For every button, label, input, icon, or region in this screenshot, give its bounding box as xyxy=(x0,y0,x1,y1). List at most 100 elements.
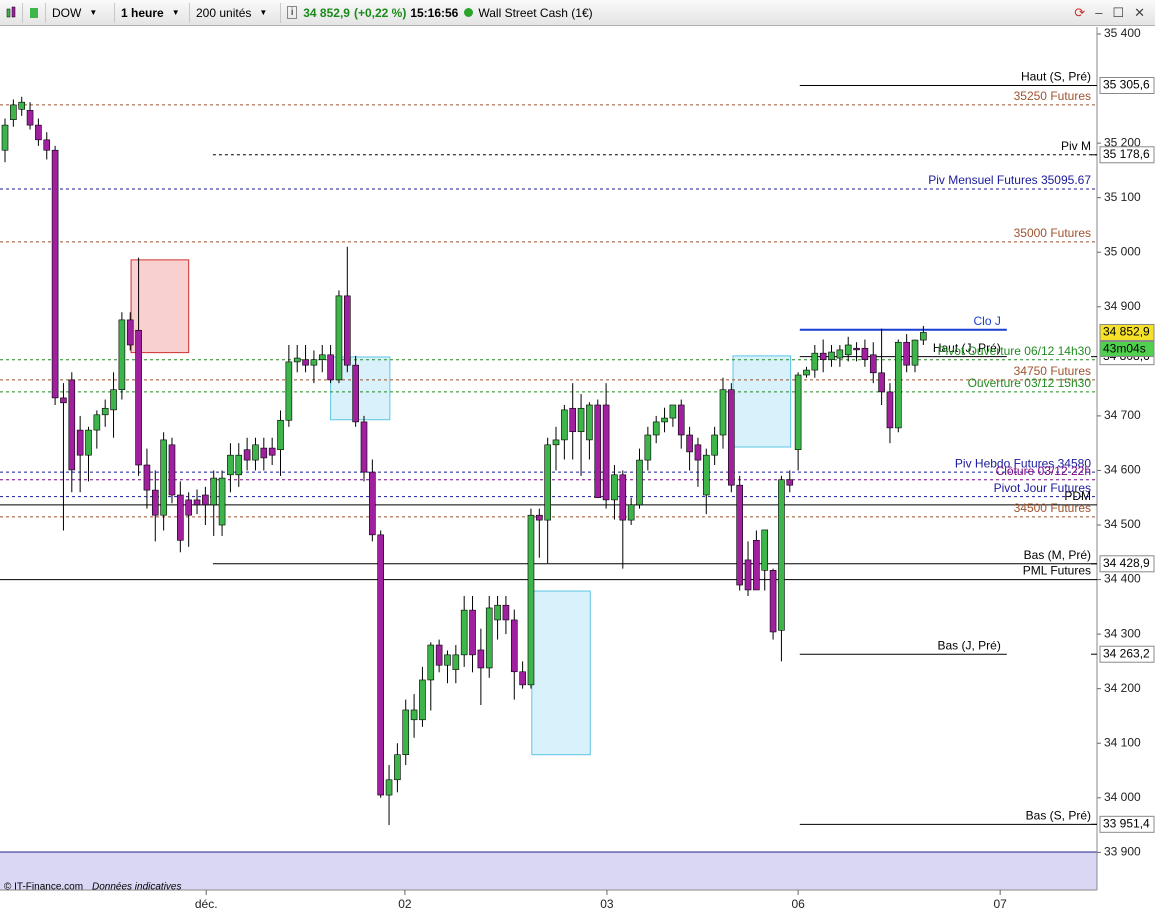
time: 15:16:56 xyxy=(410,5,459,20)
candle-body xyxy=(728,389,735,486)
candle-body xyxy=(85,429,92,456)
candle-body xyxy=(260,447,268,459)
footer-band xyxy=(0,852,1097,890)
candle-body xyxy=(853,347,860,351)
candle-body xyxy=(177,494,184,541)
chart-type-icon[interactable] xyxy=(0,2,23,23)
candle-body xyxy=(636,459,643,506)
candle-body xyxy=(93,414,101,431)
candle-body xyxy=(360,421,368,473)
candle-body xyxy=(218,477,226,526)
candle-body xyxy=(343,295,351,366)
candle-body xyxy=(903,341,910,366)
candle-body xyxy=(477,649,485,669)
candle-body xyxy=(327,354,334,381)
units: 200 unités xyxy=(196,5,252,20)
y-tick-label: 34 400 xyxy=(1104,572,1141,586)
period-select[interactable]: 1 heure ▼ xyxy=(115,2,190,23)
candle-body xyxy=(828,351,835,361)
candle-body xyxy=(235,454,243,476)
level-tag: 35 305,6 xyxy=(1103,78,1150,92)
candle-body xyxy=(35,124,42,141)
candle-body xyxy=(101,407,109,416)
candle-body xyxy=(861,347,869,361)
candle-body xyxy=(602,404,610,501)
y-tick-label: 34 700 xyxy=(1104,408,1141,422)
candle-body xyxy=(895,341,902,429)
refresh-button[interactable]: ⟳ xyxy=(1074,4,1086,20)
candle-body xyxy=(769,569,777,633)
candle-body xyxy=(711,434,718,456)
level-tag-box xyxy=(1099,555,1155,573)
candle-body xyxy=(619,474,627,521)
candle-body xyxy=(1,124,9,151)
candle-body xyxy=(803,369,810,376)
level-label: 34500 Futures xyxy=(1014,501,1091,515)
y-tick-label: 34 000 xyxy=(1104,790,1141,804)
candle-body xyxy=(51,149,59,399)
candle-body xyxy=(435,644,443,666)
candle-body xyxy=(485,607,493,669)
candle-body xyxy=(185,499,192,516)
y-tick-label: 34 100 xyxy=(1104,735,1141,749)
candle-body xyxy=(410,709,418,721)
units-select[interactable]: 200 unités ▼ xyxy=(190,2,281,23)
candle-body xyxy=(519,671,526,686)
info-icon[interactable]: i xyxy=(287,6,298,19)
candle-body xyxy=(227,454,234,476)
candle-body xyxy=(753,539,760,591)
level-label: PDM xyxy=(1064,489,1091,503)
minimize-button[interactable]: – xyxy=(1095,4,1103,20)
zone xyxy=(531,590,591,756)
candle-body xyxy=(68,379,76,471)
candle-body xyxy=(510,619,518,673)
y-tick-label: 34 500 xyxy=(1104,517,1141,531)
countdown-box xyxy=(1099,340,1155,357)
level-label: Pivot Ouverture 06/12 14h30 xyxy=(938,344,1092,358)
period: 1 heure xyxy=(121,5,164,20)
level-label: Haut (J, Pré) xyxy=(933,341,1001,355)
candle-body xyxy=(26,110,34,126)
candle-body xyxy=(385,779,393,796)
candle-body xyxy=(594,404,602,499)
candle-body xyxy=(527,514,535,686)
candle-body xyxy=(310,359,318,366)
y-tick-label: 35 200 xyxy=(1104,135,1141,149)
level-label: Clôture 03/12 22h xyxy=(996,464,1091,478)
candle-body xyxy=(869,354,877,374)
level-label: Clo J xyxy=(973,314,1000,328)
footer-note: Données indicatives xyxy=(92,882,182,893)
close-button[interactable]: ✕ xyxy=(1134,4,1145,20)
level-tag: 33 951,4 xyxy=(1103,816,1150,830)
candle-body xyxy=(736,484,743,586)
candle-body xyxy=(502,604,510,621)
symbol-select[interactable]: DOW ▼ xyxy=(46,2,115,23)
settings-icon[interactable] xyxy=(23,2,46,23)
last-price: 34 852,9 xyxy=(1103,325,1150,339)
level-label: Piv Mensuel Futures 35095.67 xyxy=(928,173,1091,187)
candle-body xyxy=(694,444,702,461)
instrument: Wall Street Cash (1€) xyxy=(478,5,593,20)
level-label: Piv M xyxy=(1061,139,1091,153)
y-tick-label: 33 900 xyxy=(1104,845,1141,859)
y-tick-label: 35 400 xyxy=(1104,26,1141,40)
level-label: 35000 Futures xyxy=(1014,226,1091,240)
candle-body xyxy=(352,364,359,423)
level-tag-box xyxy=(1099,146,1155,164)
maximize-button[interactable]: ☐ xyxy=(1112,4,1125,20)
level-tag-box xyxy=(1099,645,1155,663)
candle-body xyxy=(193,499,201,506)
candle-body xyxy=(293,357,301,363)
candle-body xyxy=(878,372,885,393)
y-tick-label: 34 200 xyxy=(1104,681,1141,695)
candle-body xyxy=(18,101,26,110)
price: 34 852,9 xyxy=(303,5,350,20)
candle-body xyxy=(686,434,693,453)
candle-body xyxy=(394,754,401,781)
candle-body xyxy=(586,404,593,441)
candle-body xyxy=(268,447,276,456)
level-tag: 35 178,6 xyxy=(1103,147,1150,161)
candle-body xyxy=(552,439,560,446)
